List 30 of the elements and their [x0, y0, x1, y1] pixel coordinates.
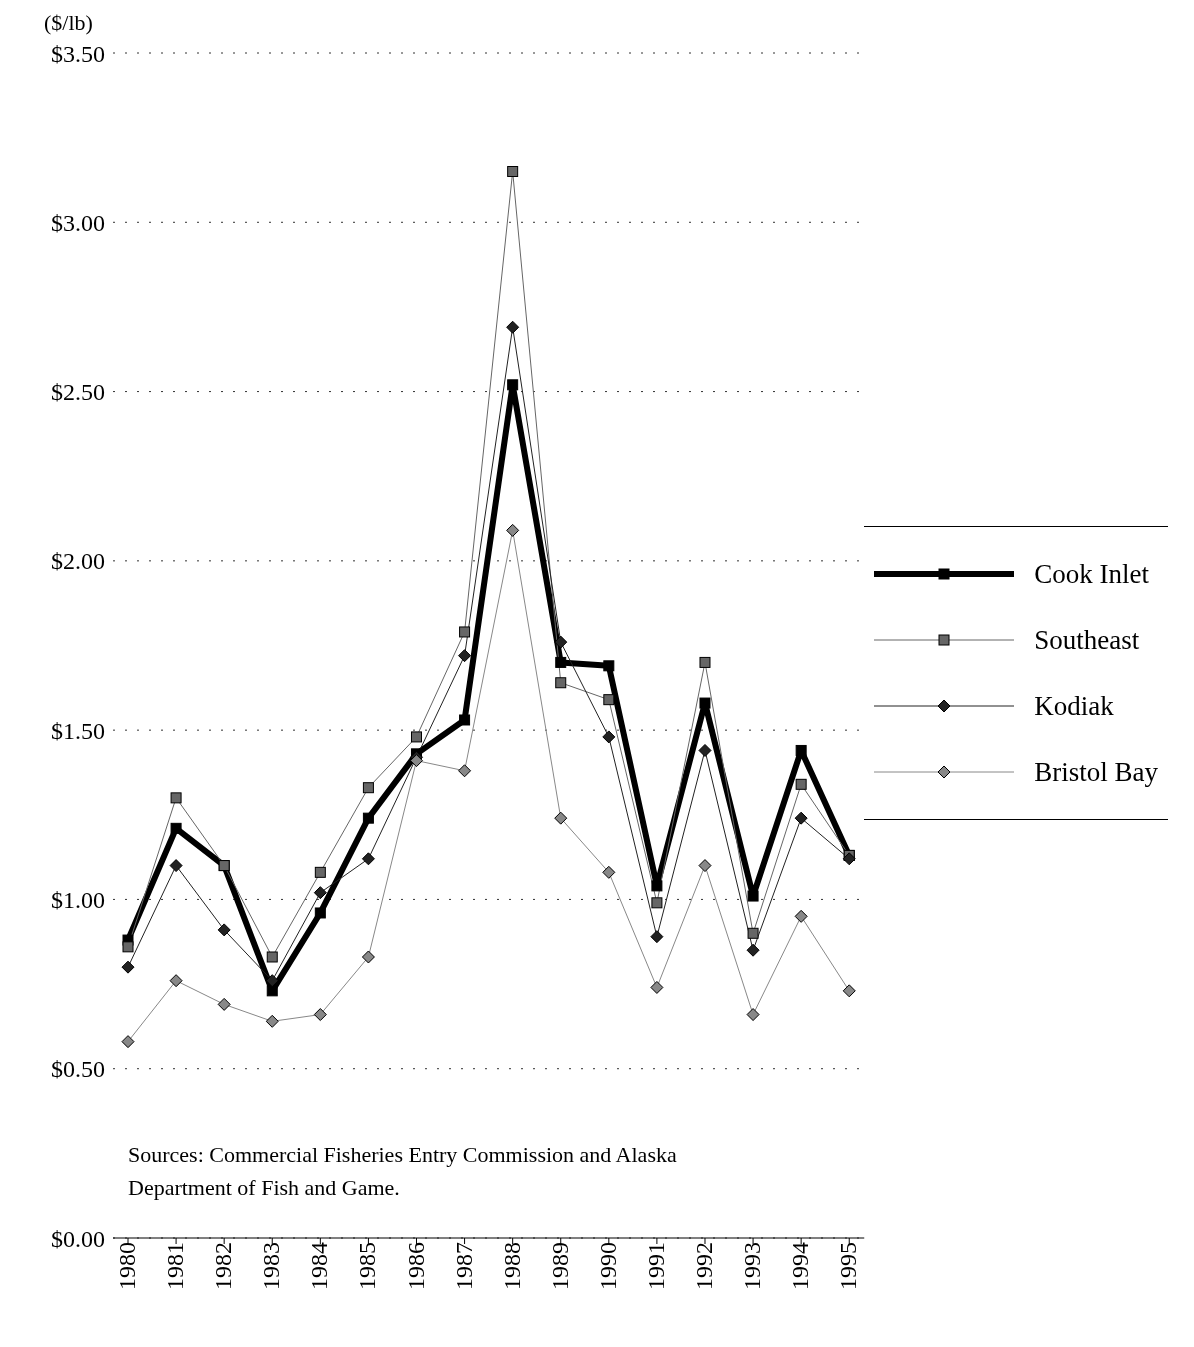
y-tick-label: $3.00 [51, 209, 105, 236]
x-tick-label: 1993 [739, 1242, 766, 1290]
x-tick-label: 1986 [402, 1242, 429, 1290]
annotation: Sources: Commercial Fisheries Entry Commission and Alaska Department of Fish and Game. [128, 1141, 678, 1202]
y-tick-label: $0.00 [51, 1225, 105, 1252]
text: Kodiak [1034, 690, 1114, 722]
text: Bristol Bay [1034, 756, 1158, 788]
x-tick-label: 1985 [354, 1242, 381, 1290]
x-tick-label: 1982 [210, 1242, 237, 1290]
x-tick-label: 1990 [594, 1242, 621, 1290]
x-tick-label: 1981 [162, 1242, 189, 1290]
y-tick-label: $2.50 [51, 379, 105, 406]
y-axis-title: ($/lb) [44, 10, 93, 36]
x-tick-label: 1991 [642, 1242, 669, 1290]
x-tick-label: 1980 [114, 1242, 141, 1290]
y-tick-label: $1.00 [51, 886, 105, 913]
x-tick-label: 1987 [450, 1242, 477, 1290]
x-tick-label: 1989 [546, 1242, 573, 1290]
text: Southeast [1034, 624, 1140, 656]
x-tick-label: 1995 [835, 1242, 862, 1290]
text: Cook Inlet [1034, 558, 1149, 590]
y-tick-label: $3.50 [51, 40, 105, 67]
x-tick-label: 1984 [306, 1242, 333, 1290]
x-tick-label: 1983 [258, 1242, 285, 1290]
x-tick-label: 1988 [498, 1242, 525, 1290]
x-tick-label: 1992 [691, 1242, 718, 1290]
y-tick-label: $0.50 [51, 1056, 105, 1083]
x-tick-label: 1994 [787, 1242, 814, 1290]
y-tick-label: $1.50 [51, 717, 105, 744]
y-tick-label: $2.00 [51, 548, 105, 575]
